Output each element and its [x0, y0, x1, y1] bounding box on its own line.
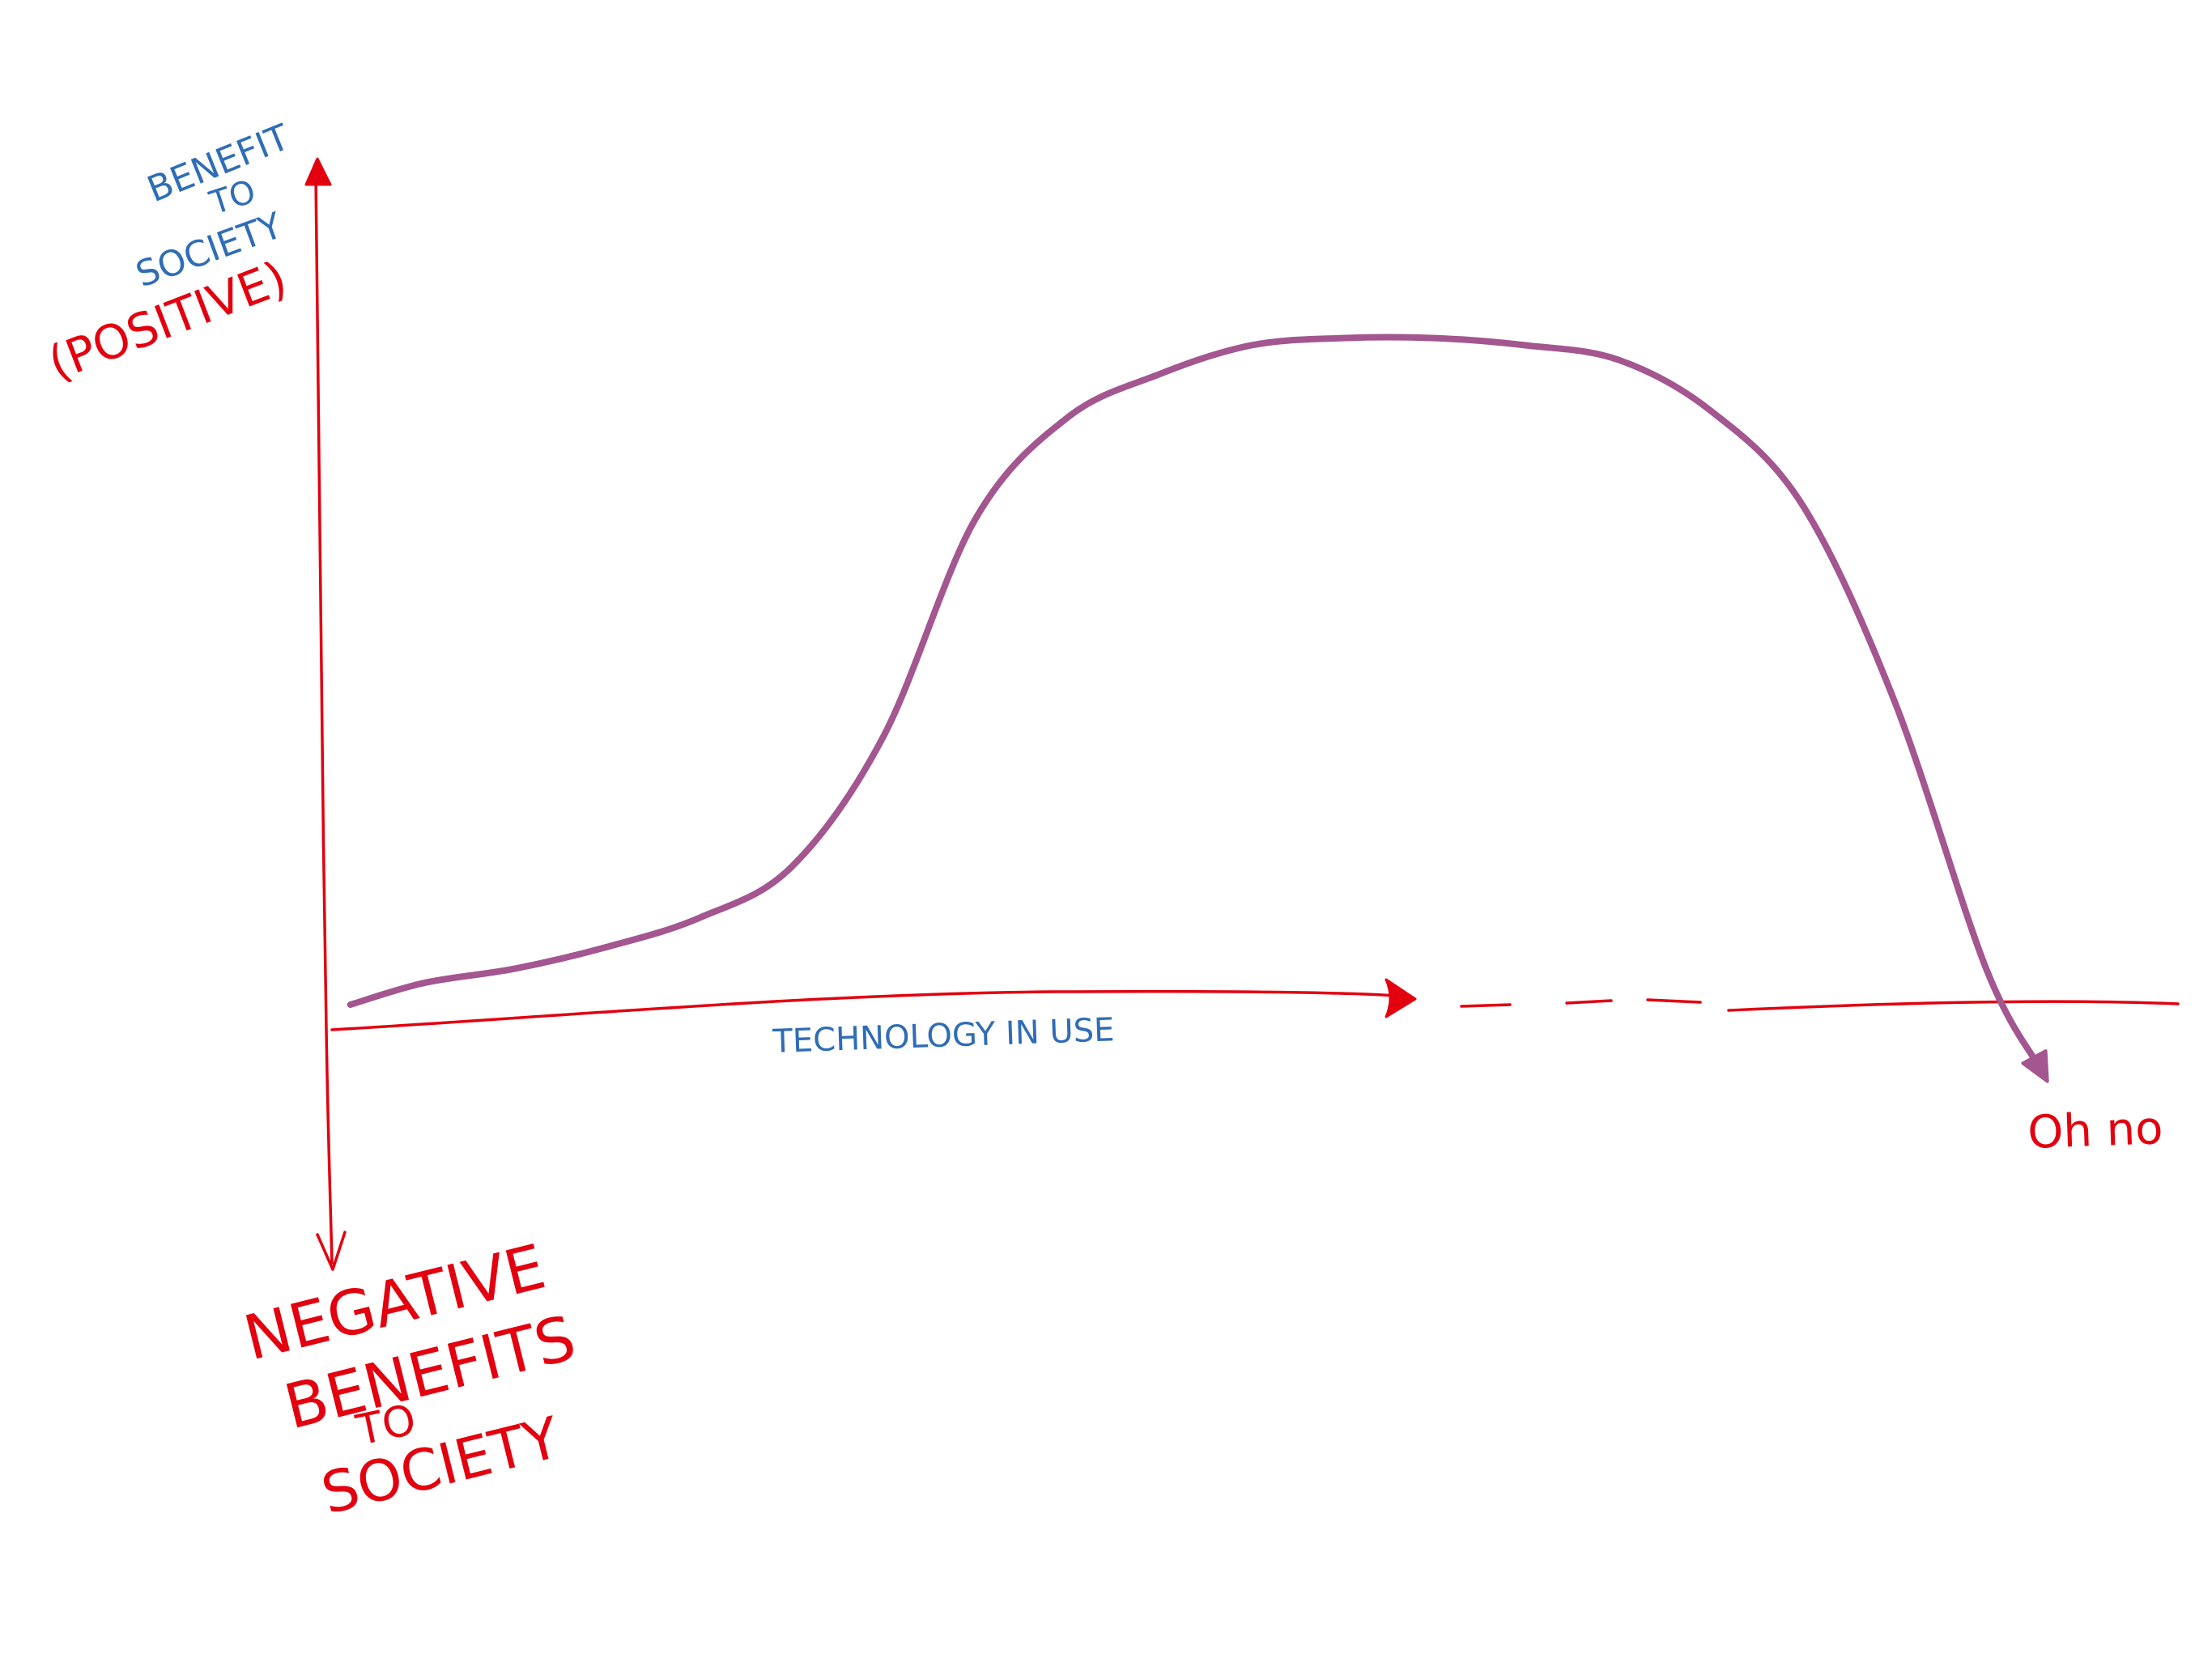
x-axis-line	[330, 989, 1398, 1031]
series-line	[347, 334, 2045, 1073]
series-end-arrow	[2021, 1049, 2049, 1083]
oh-no-annotation: Oh no	[2027, 1102, 2163, 1159]
x-axis-dash-1	[1460, 1003, 1512, 1008]
y-label-negative-line-3: TO	[351, 1396, 420, 1456]
y-axis-arrow-down	[316, 1231, 347, 1271]
y-axis-arrow-up	[304, 157, 332, 186]
x-axis-dash-2	[1565, 999, 1613, 1005]
x-axis-label: TECHNOLOGY IN USE	[772, 1011, 1115, 1061]
x-axis-dash-3	[1646, 998, 1702, 1004]
y-axis-line	[314, 172, 334, 1265]
x-axis-arrow	[1385, 978, 1417, 1018]
x-axis-continuation	[1727, 1000, 2180, 1012]
